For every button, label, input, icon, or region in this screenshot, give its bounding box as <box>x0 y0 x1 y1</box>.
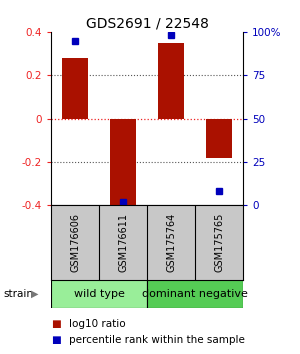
Text: GSM175765: GSM175765 <box>214 213 224 272</box>
Text: GSM176606: GSM176606 <box>70 213 80 272</box>
Text: percentile rank within the sample: percentile rank within the sample <box>69 335 245 345</box>
Text: GSM176611: GSM176611 <box>118 213 128 272</box>
Bar <box>147 280 243 308</box>
Text: GSM175764: GSM175764 <box>166 213 176 272</box>
Bar <box>62 58 88 119</box>
Text: dominant negative: dominant negative <box>142 289 248 299</box>
Bar <box>51 280 147 308</box>
Bar <box>158 43 184 119</box>
Text: ■: ■ <box>51 335 61 345</box>
Text: log10 ratio: log10 ratio <box>69 319 126 329</box>
Bar <box>206 119 232 158</box>
Text: wild type: wild type <box>74 289 124 299</box>
Bar <box>110 119 136 206</box>
Title: GDS2691 / 22548: GDS2691 / 22548 <box>85 17 208 31</box>
Text: ▶: ▶ <box>31 289 38 299</box>
Text: ■: ■ <box>51 319 61 329</box>
Text: strain: strain <box>3 289 33 299</box>
